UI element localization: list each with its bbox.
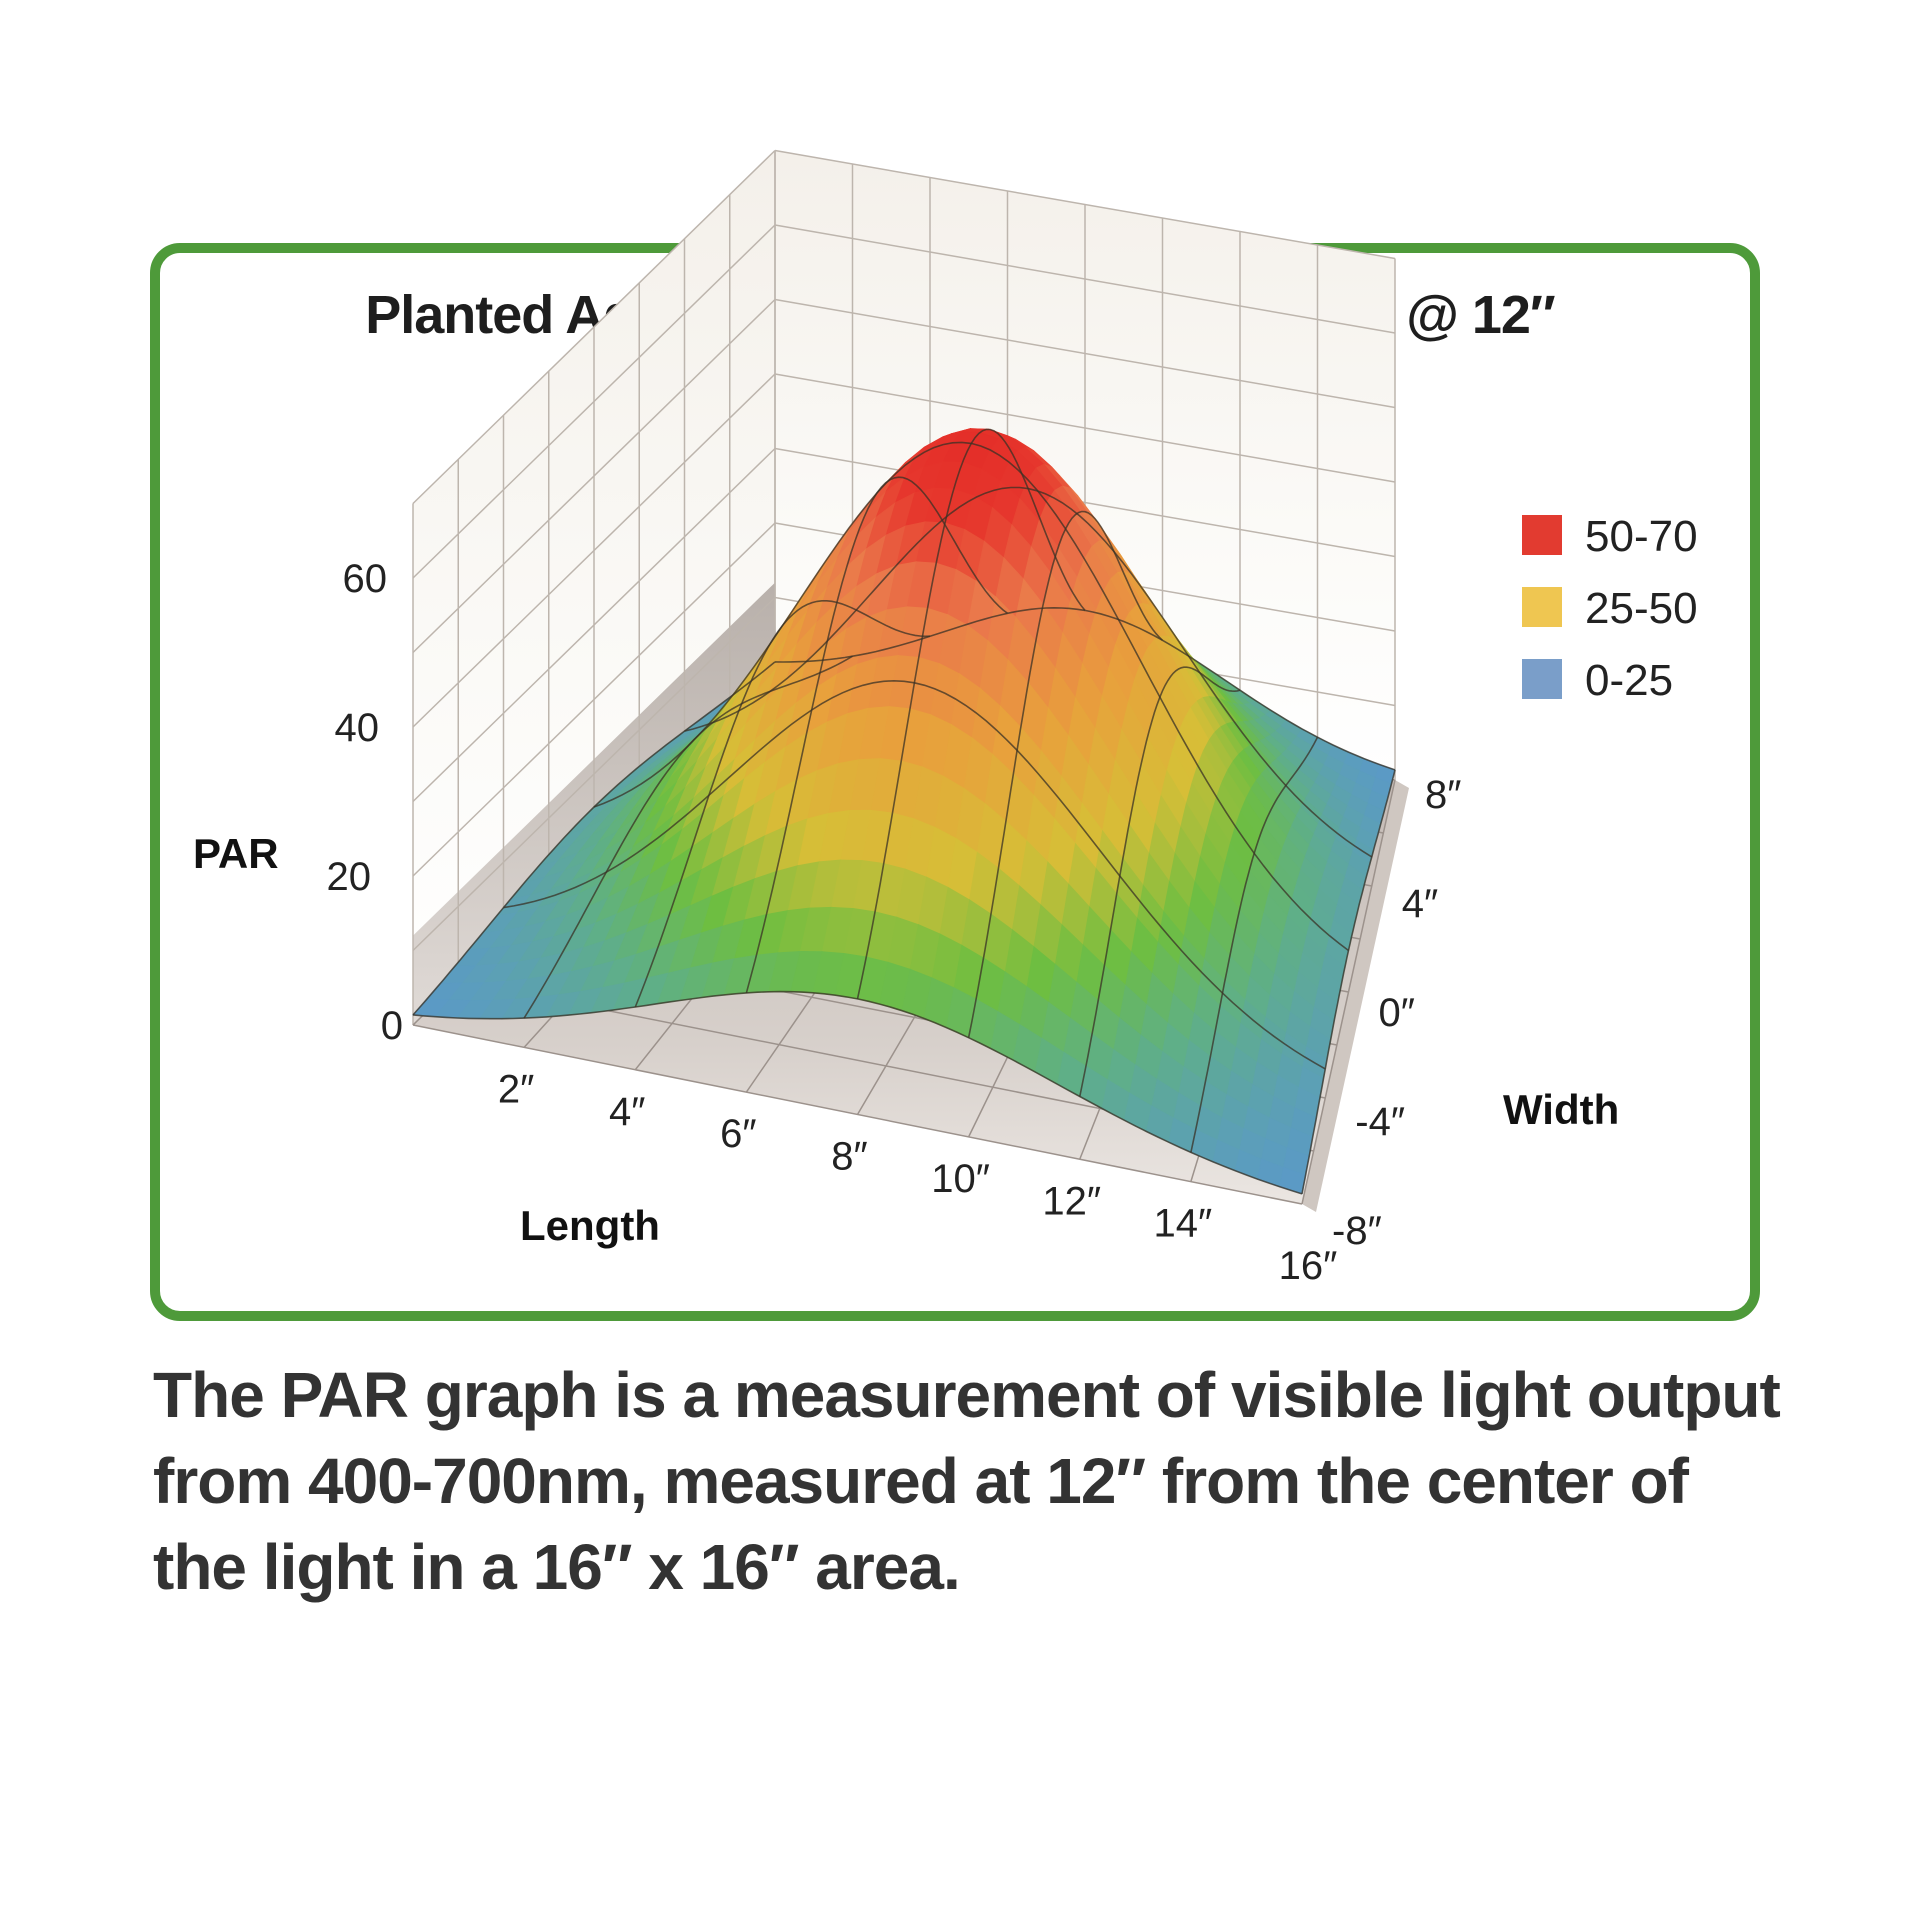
y-tick-label: 0″	[1379, 991, 1415, 1035]
par-surface	[412, 428, 1396, 1195]
x-tick-label: 12″	[1042, 1179, 1101, 1223]
plinth-right	[1302, 780, 1409, 1212]
x-tick-label: 2″	[498, 1067, 534, 1111]
y-axis-title: Width	[1503, 1086, 1619, 1133]
z-tick-label: 60	[343, 557, 388, 601]
x-tick-label: 8″	[831, 1135, 867, 1179]
legend-label: 0-25	[1585, 656, 1673, 705]
caption: The PAR graph is a measurement of visibl…	[153, 1359, 1781, 1603]
z-tick-label: 20	[327, 855, 372, 899]
x-tick-label: 6″	[720, 1112, 756, 1156]
legend-label: 25-50	[1585, 584, 1698, 633]
y-tick-label: -4″	[1355, 1100, 1405, 1144]
floor-grid-width	[1301, 779, 1396, 1205]
x-tick-label: 16″	[1279, 1244, 1338, 1288]
legend-swatch	[1522, 659, 1562, 699]
legend-label: 50-70	[1585, 512, 1698, 561]
z-axis-title: PAR	[193, 830, 279, 877]
mesh-line-width	[774, 606, 1396, 771]
mesh-line-width	[684, 486, 1373, 858]
legend-swatch	[1522, 515, 1562, 555]
legend: 50-70 25-50 0-25	[1522, 512, 1698, 705]
z-tick-label: 40	[335, 706, 380, 750]
surface-mesh	[412, 428, 1396, 1195]
z-tick-label: 0	[381, 1004, 403, 1048]
y-tick-label: 4″	[1402, 882, 1438, 926]
y-tick-label: 8″	[1425, 773, 1461, 817]
y-tick-label: -8″	[1332, 1209, 1382, 1253]
x-axis-title: Length	[520, 1202, 660, 1249]
x-tick-label: 10″	[931, 1157, 990, 1201]
axis-ticks: 0 20 40 60 2″ 4″ 6″ 8″ 10″ 12″ 14″ 16″ 8″ 4″ 0″ -4″ -8″	[327, 557, 1462, 1288]
mesh-line-width	[593, 441, 1349, 952]
mesh-line-width	[503, 679, 1326, 1070]
mesh-line-width	[412, 990, 1303, 1195]
x-tick-label: 14″	[1154, 1202, 1213, 1246]
x-tick-label: 4″	[609, 1090, 645, 1134]
legend-swatch	[1522, 587, 1562, 627]
